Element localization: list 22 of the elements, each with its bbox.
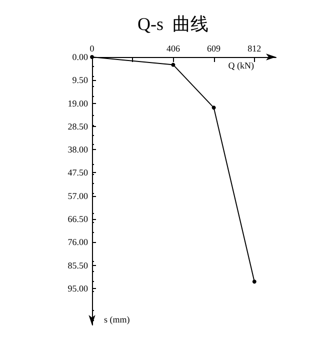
point [171,62,176,67]
y-tick-label: 38.00 [68,144,88,155]
x-tick-label: 609 [207,44,222,54]
x-axis-title: Q (kN) [228,60,254,70]
x-tick-label: 0 [90,44,95,54]
y-tick-label: 9.50 [72,75,88,86]
x-tick-label: 406 [166,44,180,54]
y-tick-label: 85.50 [68,260,88,270]
chart-title: Q-s 曲线 [138,14,208,34]
y-tick-label: 47.50 [68,168,88,178]
y-tick-label: 66.50 [68,214,88,224]
point [90,55,94,59]
y-tick-label: 0.00 [72,52,88,62]
point [212,106,216,110]
y-tick-label: 28.50 [68,121,88,132]
y-tick-label: 57.00 [68,190,88,201]
y-axis-title: s (mm) [104,314,130,324]
point [252,280,256,284]
y-tick-label: 76.00 [68,237,88,248]
y-tick-label: 19.00 [68,98,88,108]
y-tick-label: 95.00 [68,283,88,294]
x-tick-label: 812 [248,44,262,54]
